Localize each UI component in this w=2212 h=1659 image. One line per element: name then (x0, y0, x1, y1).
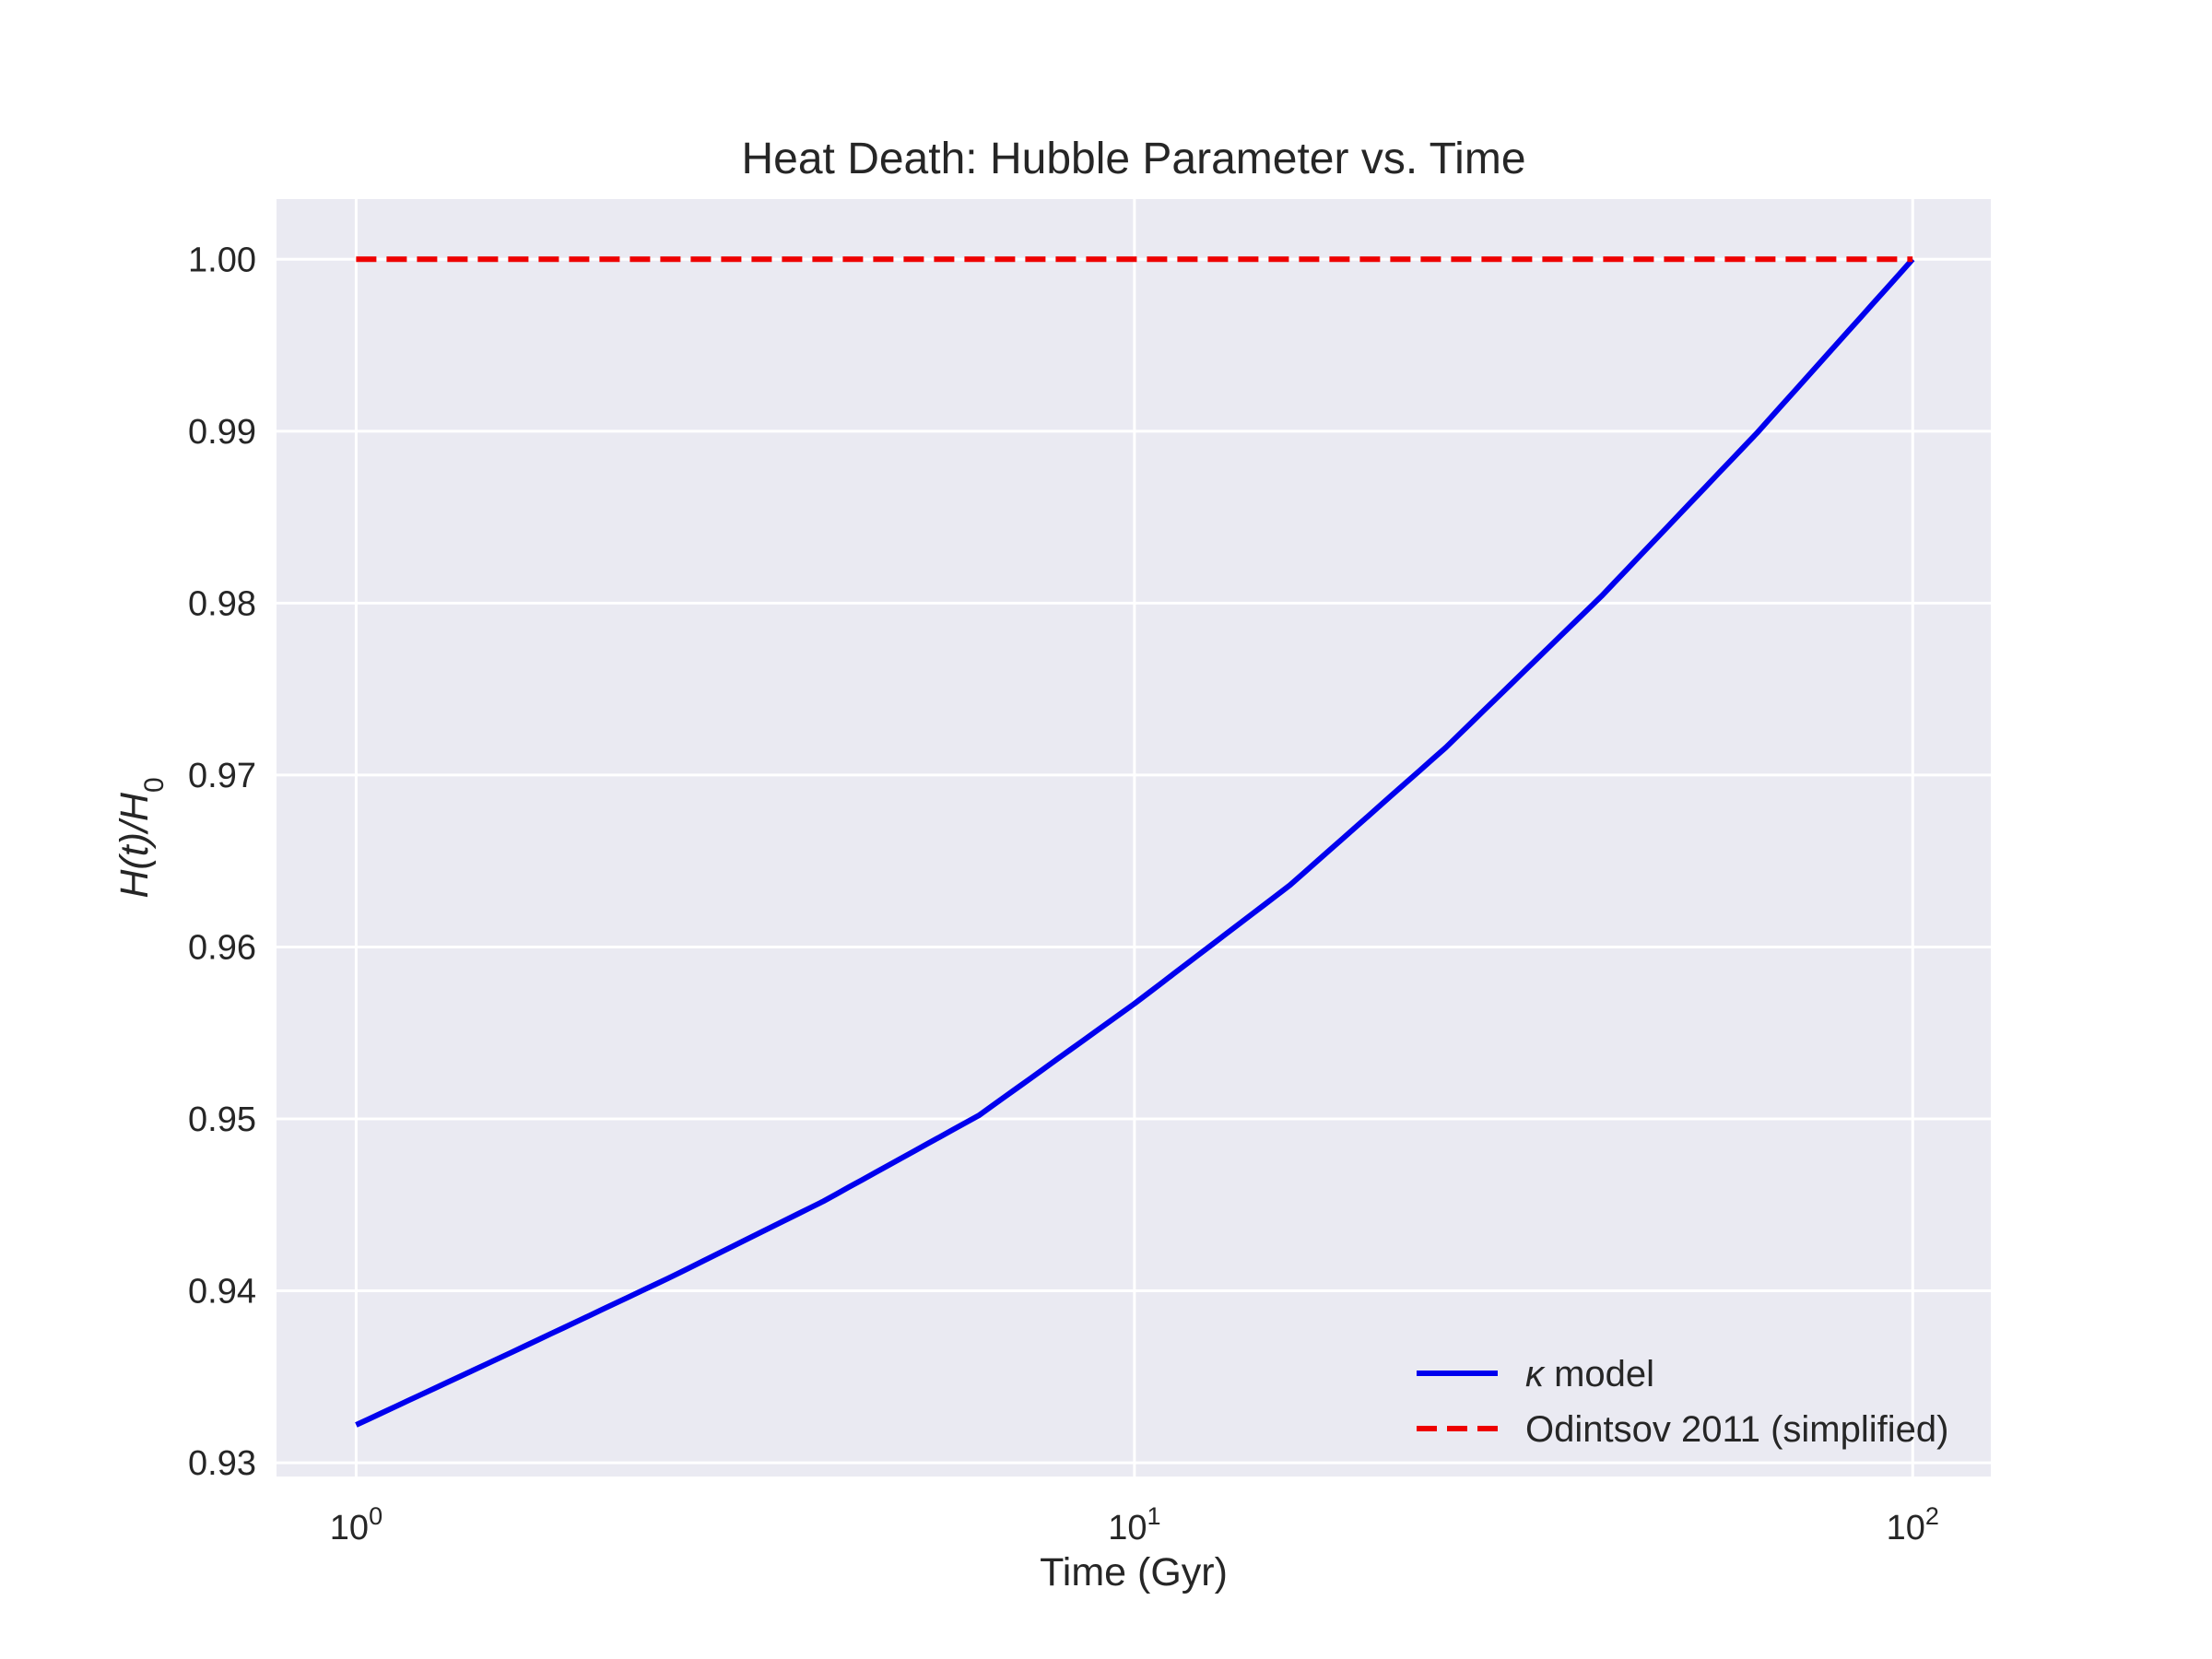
x-axis-label: Time (Gyr) (1040, 1550, 1228, 1594)
x-tick-label: 101 (1108, 1502, 1160, 1547)
legend-label: κ model (1525, 1354, 1654, 1394)
y-tick-label: 0.99 (188, 413, 256, 452)
y-axis-label: H(t)/H0 (112, 777, 170, 898)
y-tick-label: 0.97 (188, 757, 256, 795)
legend: κ model Odintsov 2011 (simplified) (1417, 1354, 1948, 1450)
legend-label: Odintsov 2011 (simplified) (1525, 1409, 1948, 1450)
grid-layer (276, 199, 1991, 1477)
x-tick-label: 100 (330, 1502, 382, 1547)
y-tick-label: 0.98 (188, 584, 256, 623)
y-tick-label: 0.96 (188, 928, 256, 967)
series-layer (355, 256, 1915, 1428)
y-tick-label: 0.93 (188, 1444, 256, 1483)
x-tick-label: 102 (1887, 1502, 1939, 1547)
y-tick-label: 0.94 (188, 1273, 256, 1312)
y-tick-label: 0.95 (188, 1100, 256, 1139)
series-line-0 (355, 257, 1915, 1428)
y-tick-label: 1.00 (188, 241, 256, 279)
tick-labels: 0.93 0.94 0.95 0.96 0.97 0.98 0.99 1.00 100 101 10… (188, 241, 1939, 1547)
chart-title: Heat Death: Hubble Parameter vs. Time (741, 135, 1525, 183)
